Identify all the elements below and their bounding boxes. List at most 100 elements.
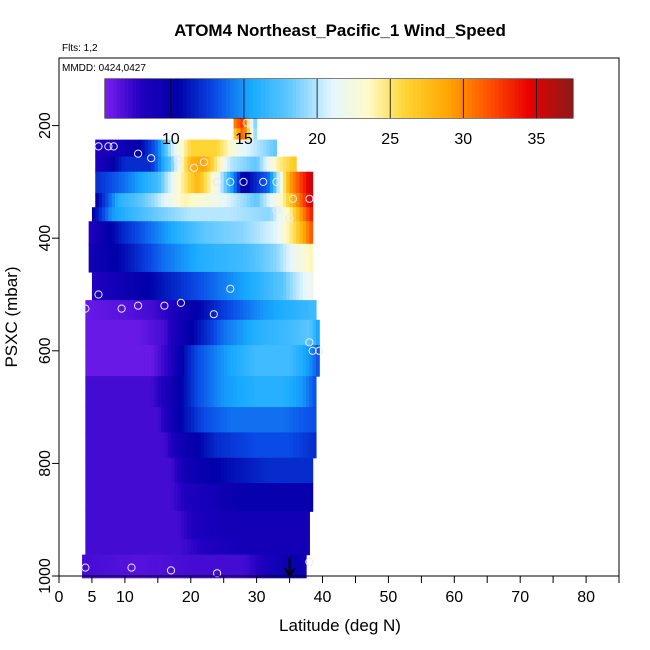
flights-note: Flts: 1,2 xyxy=(62,43,98,54)
colorbar-segment xyxy=(323,79,328,118)
heatmap-cell xyxy=(207,432,212,459)
heatmap-cell xyxy=(203,539,208,556)
heatmap-cell xyxy=(266,156,271,173)
heatmap-cell xyxy=(108,271,113,301)
heatmap-cell xyxy=(299,539,304,556)
heatmap-cell xyxy=(236,271,241,301)
heatmap-cell xyxy=(91,511,96,540)
sample-point xyxy=(213,177,222,186)
heatmap-cell xyxy=(217,139,222,158)
heatmap-cell xyxy=(299,432,304,459)
sample-points xyxy=(81,118,324,578)
heatmap-cell xyxy=(256,345,261,377)
heatmap-cell xyxy=(230,193,235,208)
heatmap-cell xyxy=(250,193,254,208)
heatmap-cell xyxy=(171,345,175,377)
colorbar-tick-label: 35 xyxy=(528,131,546,148)
heatmap-cell xyxy=(292,319,297,346)
heatmap-cell xyxy=(101,376,106,408)
heatmap-cell xyxy=(174,539,179,556)
heatmap-cell xyxy=(91,554,96,579)
heatmap-cell xyxy=(246,483,251,512)
heatmap-cell xyxy=(187,139,192,158)
colorbar-segment xyxy=(502,79,508,118)
heatmap-cell xyxy=(207,554,212,579)
heatmap-cell xyxy=(151,539,156,556)
heatmap-cell xyxy=(306,483,310,512)
x-tick-label: 40 xyxy=(314,589,332,606)
heatmap-cell xyxy=(154,345,159,377)
heatmap-cell xyxy=(227,271,231,301)
heatmap-cell xyxy=(167,171,172,194)
heatmap-cell xyxy=(259,539,264,556)
heatmap-cell xyxy=(220,407,225,434)
heatmap-cell xyxy=(144,171,149,194)
heatmap-cell xyxy=(302,243,307,273)
heatmap-cell xyxy=(240,376,245,408)
heatmap-cell xyxy=(230,139,235,158)
heatmap-cell xyxy=(233,554,238,579)
heatmap-cell xyxy=(246,407,251,434)
heatmap-cell xyxy=(180,271,185,301)
heatmap-cell xyxy=(217,171,222,194)
heatmap-cell xyxy=(286,156,291,173)
heatmap-cell xyxy=(220,345,225,377)
heatmap-cell xyxy=(243,376,248,408)
heatmap-cell xyxy=(154,221,159,245)
heatmap-cell xyxy=(91,407,96,434)
heatmap-cell xyxy=(154,139,159,158)
heatmap-cell xyxy=(174,139,179,158)
heatmap-cell xyxy=(306,207,310,222)
heatmap-cell xyxy=(184,193,189,208)
heatmap-cell xyxy=(91,483,96,512)
heatmap-cell xyxy=(292,554,297,579)
heatmap-cell xyxy=(266,457,271,484)
heatmap-cell xyxy=(161,300,166,321)
heatmap-cell xyxy=(296,300,301,321)
colorbar-segment xyxy=(268,79,274,118)
heatmap-cell xyxy=(95,539,100,556)
heatmap-cell xyxy=(151,407,156,434)
heatmap-cell xyxy=(263,207,268,222)
heatmap-cell xyxy=(279,345,284,377)
heatmap-cell xyxy=(157,156,162,173)
heatmap-cell xyxy=(105,554,110,579)
heatmap-cell xyxy=(200,156,205,173)
heatmap-cell xyxy=(194,243,198,273)
heatmap-cell xyxy=(180,511,185,540)
heatmap-cell xyxy=(266,554,271,579)
heatmap-cell xyxy=(233,376,238,408)
heatmap-cell xyxy=(190,483,195,512)
heatmap-cell xyxy=(128,319,133,346)
heatmap-cell xyxy=(138,156,142,173)
heatmap-cell xyxy=(131,554,136,579)
heatmap-cell xyxy=(306,319,310,346)
heatmap-cell xyxy=(194,345,198,377)
heatmap-cell xyxy=(299,271,304,301)
heatmap-cell xyxy=(289,193,294,208)
heatmap-cell xyxy=(217,432,222,459)
y-tick-label: 200 xyxy=(37,112,54,139)
heatmap-cell xyxy=(98,319,103,346)
heatmap-cell xyxy=(187,554,192,579)
heatmap-cell xyxy=(121,376,126,408)
heatmap-cell xyxy=(210,300,215,321)
heatmap-cell xyxy=(95,554,100,579)
heatmap-cell xyxy=(309,207,314,222)
heatmap-cell xyxy=(217,271,222,301)
heatmap-cell xyxy=(124,193,129,208)
colorbar-segment xyxy=(116,79,122,118)
heatmap-cell xyxy=(200,539,205,556)
colorbar-segment xyxy=(514,79,519,118)
heatmap-cell xyxy=(306,300,310,321)
heatmap-cell xyxy=(124,376,129,408)
heatmap-cell xyxy=(157,139,162,158)
heatmap-cell xyxy=(213,376,218,408)
heatmap-cell xyxy=(180,319,185,346)
heatmap-cell xyxy=(312,345,317,377)
heatmap-cell xyxy=(292,345,297,377)
heatmap-cell xyxy=(105,345,110,377)
heatmap-cell xyxy=(263,483,268,512)
heatmap-cell xyxy=(269,376,274,408)
heatmap-cell xyxy=(256,221,261,245)
